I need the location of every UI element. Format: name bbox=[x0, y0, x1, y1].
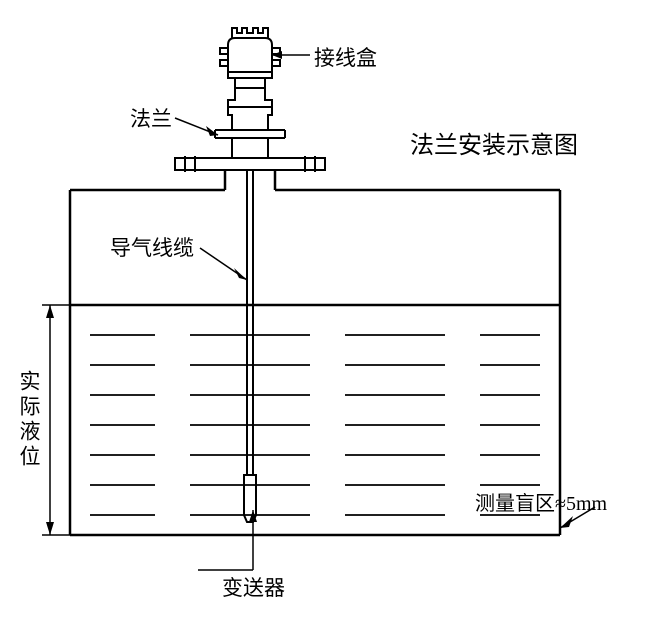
junction-box-label: 接线盒 bbox=[314, 42, 377, 72]
tank bbox=[70, 170, 560, 535]
dimension-liquid-level bbox=[42, 305, 70, 535]
diagram-svg bbox=[0, 0, 650, 612]
blind-zone-label: 测量盲区≈5mm bbox=[475, 487, 607, 516]
liquid-lines bbox=[90, 335, 540, 515]
leader-transmitter bbox=[198, 510, 257, 570]
flange-assembly bbox=[175, 130, 325, 172]
transmitter-label: 变送器 bbox=[222, 572, 285, 602]
flange-label: 法兰 bbox=[130, 103, 172, 133]
leader-flange bbox=[175, 118, 218, 136]
junction-box bbox=[220, 28, 280, 130]
cable-label: 导气线缆 bbox=[110, 232, 194, 262]
diagram-container: 法兰安装示意图 接线盒 法兰 导气线缆 实际液位 测量盲区≈5mm 变送器 bbox=[0, 0, 650, 612]
title-label: 法兰安装示意图 bbox=[410, 125, 578, 160]
cable bbox=[247, 170, 253, 475]
leader-junction-box bbox=[272, 51, 310, 59]
leader-cable bbox=[200, 248, 247, 280]
liquid-level-label: 实际液位 bbox=[14, 370, 44, 470]
